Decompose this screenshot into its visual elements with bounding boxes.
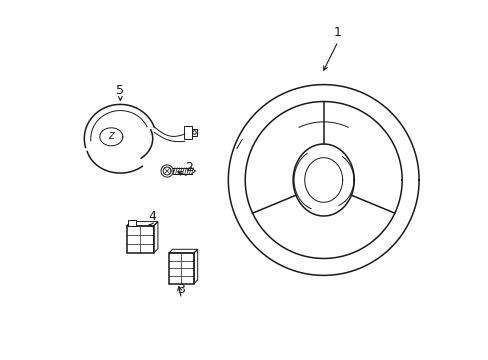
- Text: Z: Z: [108, 132, 114, 141]
- Text: 2: 2: [184, 161, 192, 174]
- Text: 5: 5: [116, 84, 124, 96]
- Bar: [184, 126, 192, 139]
- Bar: [191, 129, 196, 136]
- Text: 3: 3: [177, 283, 185, 296]
- Text: 1: 1: [333, 26, 341, 39]
- Bar: [128, 220, 136, 226]
- Text: 4: 4: [148, 210, 156, 222]
